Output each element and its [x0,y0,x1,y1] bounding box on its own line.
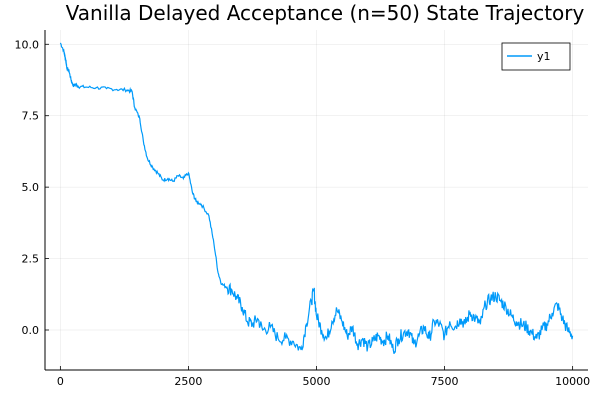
x-tick-label: 10000 [555,375,590,388]
grid-lines [45,30,588,370]
x-tick-label: 2500 [174,375,202,388]
y-axis-ticks: 0.0 2.5 5.0 7.5 10.0 [15,38,49,337]
series-layer [59,42,574,354]
x-axis-ticks: 0 2500 5000 7500 10000 [57,366,590,388]
chart-title: Vanilla Delayed Acceptance (n=50) State … [66,1,585,25]
legend: y1 [501,42,571,71]
series-line-y1 [59,42,574,354]
y-tick-label: 10.0 [15,38,40,51]
x-tick-label: 7500 [431,375,459,388]
y-tick-label: 2.5 [22,253,40,266]
x-tick-label: 5000 [303,375,331,388]
y-tick-label: 0.0 [22,324,40,337]
x-tick-label: 0 [57,375,64,388]
legend-label-y1: y1 [537,50,551,63]
y-tick-label: 5.0 [22,181,40,194]
y-tick-label: 7.5 [22,110,40,123]
